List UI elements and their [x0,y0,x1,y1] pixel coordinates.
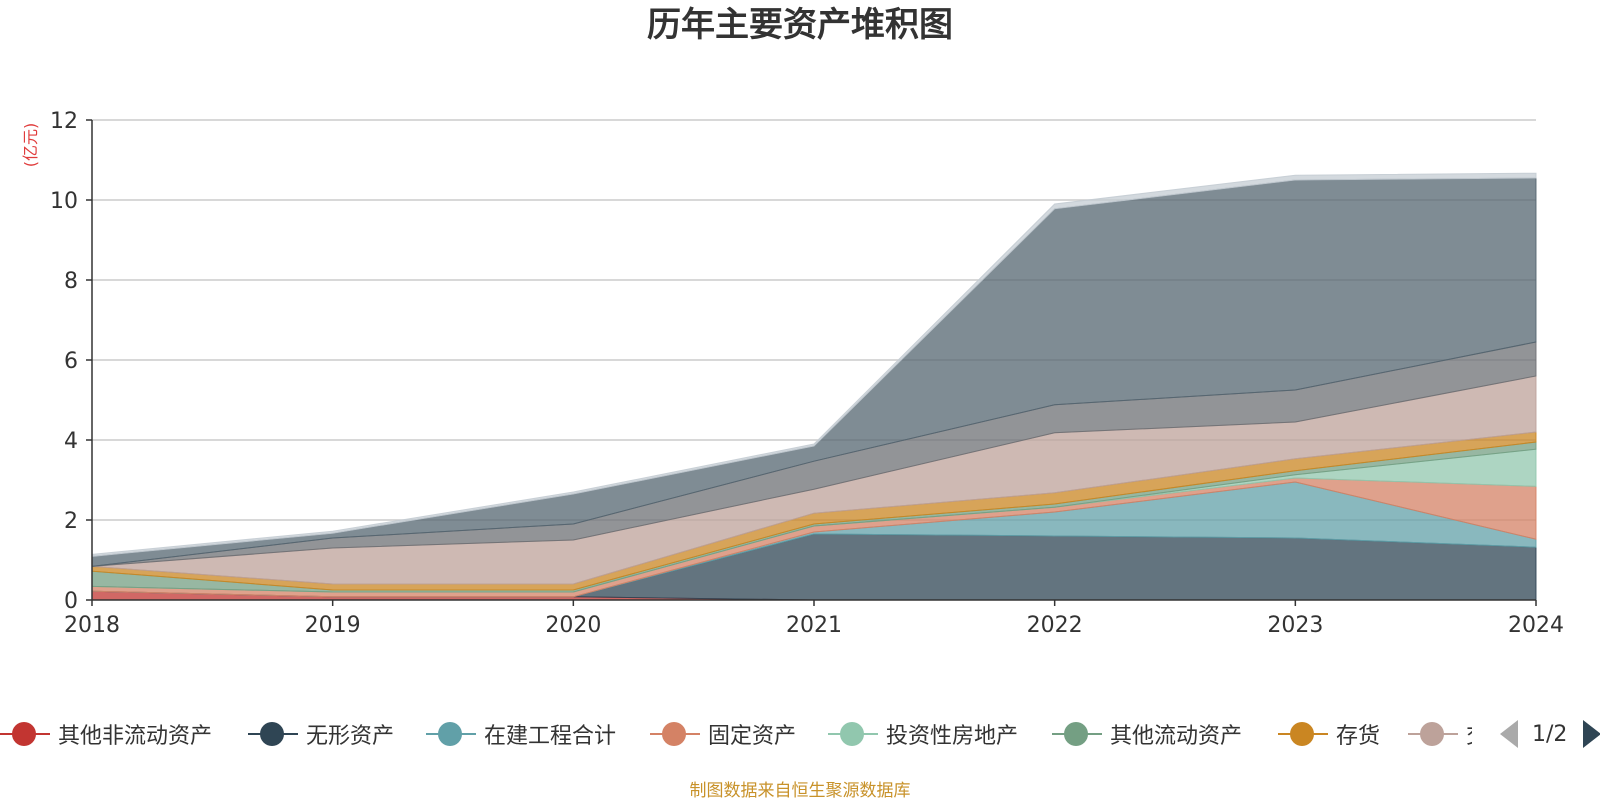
legend-item[interactable]: 其他流动资产 [1052,712,1242,756]
grid-lines [92,119,1536,521]
axes: 0 2 4 6 8 10 12 2018 2019 2020 2021 2022 2023 2024 [50,109,1564,638]
x-tick-label: 2024 [1508,613,1564,638]
y-tick-label: 8 [64,269,78,294]
legend-label: 无形资产 [306,724,395,749]
legend-marker-icon [650,719,700,749]
y-tick-label: 6 [64,349,78,374]
legend-marker-icon [828,719,878,749]
legend-label: 其他非流动资产 [58,724,213,749]
legend-marker-icon [0,719,50,749]
x-tick-label: 2019 [305,613,361,638]
y-axis-unit-label: (亿元) [21,123,40,168]
legend-pager: 1/2 [1500,716,1600,752]
legend-marker-icon [1278,719,1328,749]
legend-marker-icon [248,719,298,749]
chart-plot: 0 2 4 6 8 10 12 2018 2019 2020 2021 2022 2023 2024 (亿… [21,109,1564,638]
legend-item[interactable]: 固定资产 [650,712,796,756]
legend-item[interactable]: 无形资产 [248,712,394,756]
legend-label: 其他流动资产 [1110,724,1243,749]
legend-label: 交 [1466,718,1472,750]
legend: 其他非流动资产 无形资产 在建工程合计 固定资产 投资性房地产 其他流动资产 存货 交 [0,712,1472,756]
legend-item[interactable]: 交 [1408,712,1472,756]
area-series [91,172,1537,601]
source-note: 制图数据来自恒生聚源数据库 [689,781,911,801]
y-tick-label: 4 [64,429,78,454]
x-tick-label: 2023 [1267,613,1323,638]
y-tick-label: 10 [50,189,78,214]
legend-label: 投资性房地产 [886,724,1019,749]
x-tick-label: 2021 [786,613,842,638]
legend-item[interactable]: 其他非流动资产 [0,712,212,756]
area-series-11[interactable] [91,172,1537,557]
legend-label: 存货 [1336,724,1381,749]
legend-label: 在建工程合计 [484,724,617,749]
x-tick-label: 2020 [545,613,601,638]
y-tick-label: 0 [64,589,78,614]
legend-viewport: 其他非流动资产 无形资产 在建工程合计 固定资产 投资性房地产 其他流动资产 存货 交 [0,712,1472,756]
legend-item[interactable]: 在建工程合计 [426,712,616,756]
legend-item[interactable]: 投资性房地产 [828,712,1018,756]
legend-page-indicator: 1/2 [1532,721,1568,747]
legend-marker-icon [426,719,476,749]
chart-title: 历年主要资产堆积图 [647,5,953,45]
x-tick-label: 2022 [1027,613,1083,638]
legend-next-page-button[interactable] [1583,720,1600,748]
legend-marker-icon [1408,719,1458,749]
x-tick-label: 2018 [64,613,120,638]
legend-label: 固定资产 [708,724,797,749]
y-tick-label: 12 [50,109,78,134]
legend-item[interactable]: 存货 [1278,712,1380,756]
y-tick-label: 2 [64,509,78,534]
legend-prev-page-button[interactable] [1500,720,1518,748]
legend-marker-icon [1052,719,1102,749]
